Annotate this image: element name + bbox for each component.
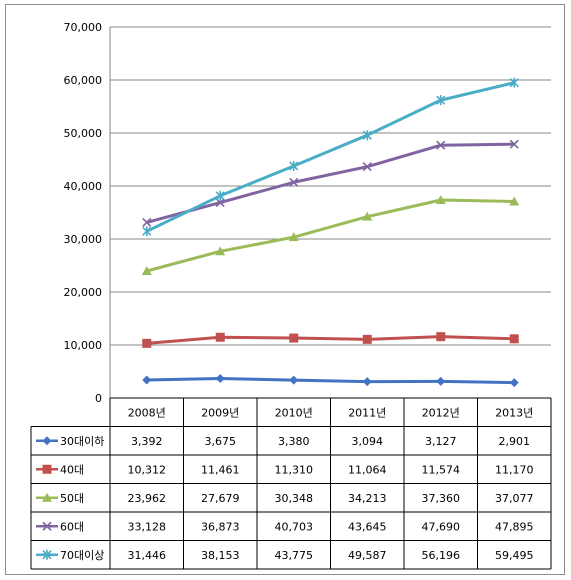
table-value: 38,153 xyxy=(201,549,240,562)
table-value: 31,446 xyxy=(128,549,167,562)
data-point xyxy=(436,140,446,150)
series-line xyxy=(146,142,515,224)
line-chart: 0 10,000 20,000 30,000 40,000 50,000 60,000 70,… xyxy=(30,21,552,570)
y-tick-label: 70,000 xyxy=(64,21,103,34)
data-point xyxy=(215,374,225,384)
y-tick-label: 20,000 xyxy=(64,286,103,299)
table-value: 11,170 xyxy=(495,463,534,476)
table-value: 10,312 xyxy=(128,463,167,476)
table-value: 36,873 xyxy=(201,520,240,533)
data-point xyxy=(509,77,519,88)
data-point xyxy=(142,338,152,348)
table-value: 40,703 xyxy=(275,520,314,533)
table-value: 3,094 xyxy=(352,435,384,448)
table-value: 30,348 xyxy=(275,492,314,505)
table-value: 43,775 xyxy=(275,549,314,562)
legend-label: 70대이상 xyxy=(60,549,104,562)
legend-label: 40대 xyxy=(60,463,84,476)
table-value: 2,901 xyxy=(499,435,531,448)
x-category-label: 2013년 xyxy=(495,406,533,419)
x-category-label: 2012년 xyxy=(422,406,460,419)
legend-label: 30대이하 xyxy=(60,434,104,448)
data-point xyxy=(142,217,152,227)
table-value: 3,675 xyxy=(205,435,237,448)
table-value: 43,645 xyxy=(348,520,387,533)
legend-key-marker xyxy=(42,492,52,502)
data-point xyxy=(215,332,225,342)
table-value: 11,574 xyxy=(422,463,461,476)
data-point xyxy=(289,333,299,343)
data-point xyxy=(215,190,225,201)
table-value: 34,213 xyxy=(348,492,387,505)
series-line xyxy=(146,335,515,345)
x-category-label: 2009년 xyxy=(201,406,239,419)
y-tick-label: 40,000 xyxy=(64,180,103,193)
data-point xyxy=(436,332,446,342)
y-tick-label: 30,000 xyxy=(64,233,103,246)
table-value: 3,380 xyxy=(278,435,310,448)
data-point xyxy=(289,160,299,171)
table-value: 3,127 xyxy=(425,435,457,448)
data-point xyxy=(509,139,519,149)
legend-key-marker xyxy=(42,549,52,560)
table-value: 49,587 xyxy=(348,549,387,562)
data-point xyxy=(141,266,152,276)
data-point xyxy=(362,211,373,221)
data-point xyxy=(288,232,299,242)
data-point xyxy=(436,376,446,386)
series-line xyxy=(146,198,515,273)
table-value: 59,495 xyxy=(495,549,534,562)
table-value: 3,392 xyxy=(131,435,163,448)
series-line xyxy=(146,81,515,233)
data-point xyxy=(289,375,299,385)
y-tick-label: 50,000 xyxy=(64,127,103,140)
x-category-label: 2008년 xyxy=(128,406,166,419)
y-tick-label: 60,000 xyxy=(64,74,103,87)
table-value: 27,679 xyxy=(201,492,240,505)
data-point xyxy=(362,334,372,344)
data-point xyxy=(509,378,519,388)
data-point xyxy=(509,334,519,344)
table-value: 56,196 xyxy=(422,549,461,562)
legend-key-marker xyxy=(42,464,52,474)
y-tick-label: 10,000 xyxy=(64,339,103,352)
data-point xyxy=(362,377,372,387)
table-value: 11,064 xyxy=(348,463,387,476)
x-category-label: 2011년 xyxy=(348,406,386,419)
data-point xyxy=(362,130,372,141)
table-value: 23,962 xyxy=(128,492,167,505)
x-category-label: 2010년 xyxy=(275,406,313,419)
data-point xyxy=(142,226,152,237)
y-tick-label: 0 xyxy=(95,392,102,405)
series-line xyxy=(146,377,515,385)
legend-key-marker xyxy=(42,436,52,446)
table-value: 47,895 xyxy=(495,520,534,533)
data-point xyxy=(435,194,446,204)
chart-frame: 0 10,000 20,000 30,000 40,000 50,000 60,000 70,… xyxy=(5,4,565,575)
data-point xyxy=(142,375,152,385)
data-point xyxy=(215,246,226,256)
table-value: 47,690 xyxy=(422,520,461,533)
table-value: 33,128 xyxy=(128,520,167,533)
data-point xyxy=(215,198,225,208)
data-point xyxy=(509,196,520,206)
data-point xyxy=(362,162,372,172)
table-value: 37,360 xyxy=(422,492,461,505)
data-point xyxy=(436,95,446,106)
data-point xyxy=(289,177,299,187)
legend-label: 60대 xyxy=(60,520,84,533)
table-value: 11,461 xyxy=(201,463,240,476)
table-value: 11,310 xyxy=(275,463,314,476)
table-value: 37,077 xyxy=(495,492,534,505)
legend-key-marker xyxy=(42,521,52,531)
legend-label: 50대 xyxy=(60,492,84,505)
